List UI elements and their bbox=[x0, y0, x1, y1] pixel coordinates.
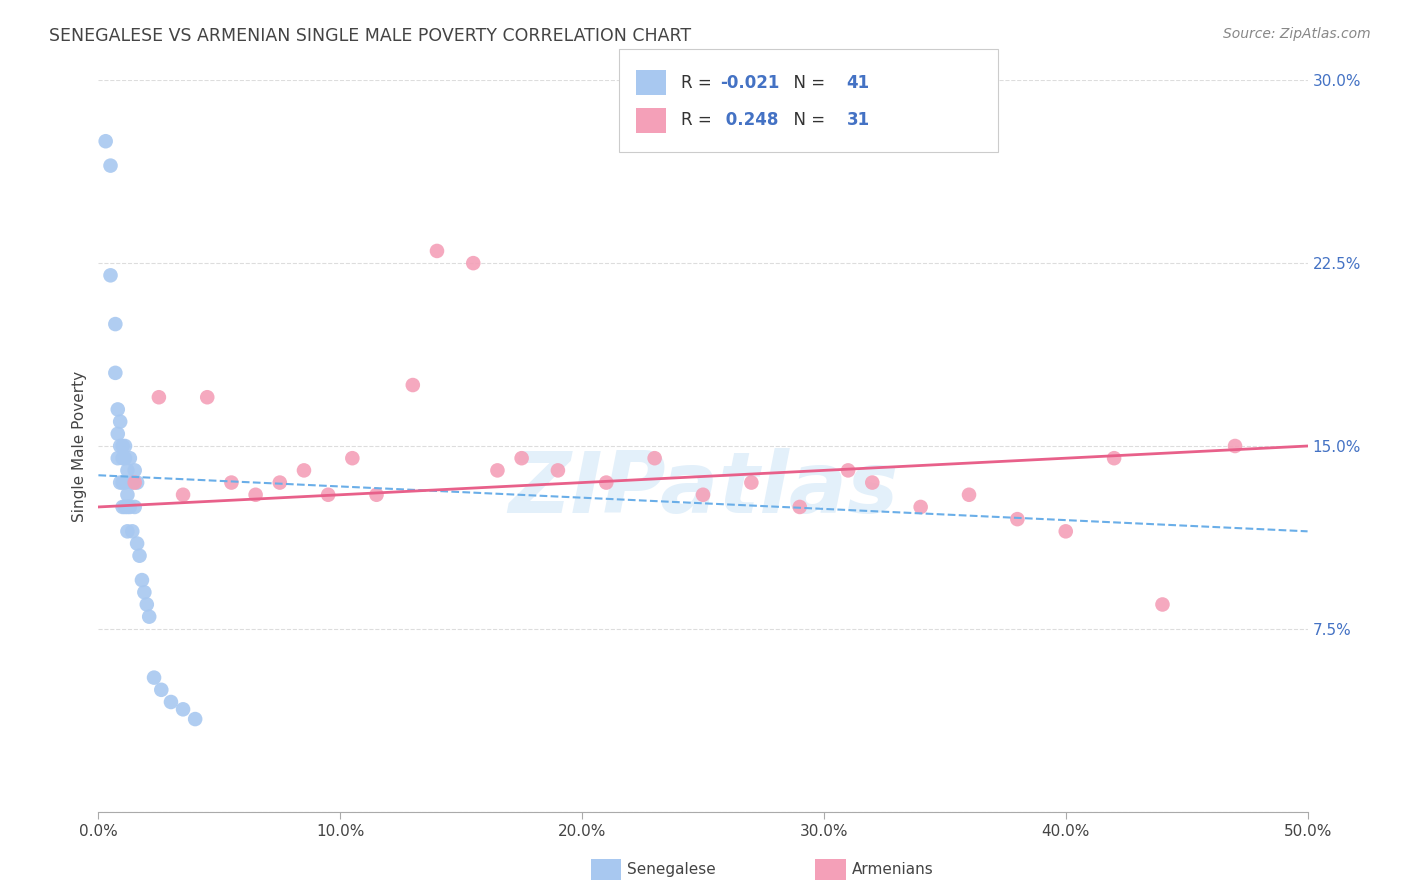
Point bbox=[692, 488, 714, 502]
Text: 0.248: 0.248 bbox=[720, 112, 779, 129]
Point bbox=[118, 500, 141, 514]
Point bbox=[111, 475, 134, 490]
Point bbox=[644, 451, 666, 466]
Text: R =: R = bbox=[681, 74, 717, 92]
Point bbox=[124, 500, 146, 514]
Point bbox=[957, 488, 980, 502]
Point bbox=[292, 463, 315, 477]
Point bbox=[117, 488, 139, 502]
Point bbox=[94, 134, 117, 148]
Point bbox=[128, 549, 150, 563]
Point bbox=[740, 475, 762, 490]
Point bbox=[107, 451, 129, 466]
Text: 31: 31 bbox=[846, 112, 869, 129]
Point bbox=[172, 702, 194, 716]
Point bbox=[111, 439, 134, 453]
Text: Senegalese: Senegalese bbox=[627, 863, 716, 877]
Point bbox=[316, 488, 339, 502]
Point bbox=[127, 475, 149, 490]
Point bbox=[104, 366, 127, 380]
Point bbox=[1007, 512, 1029, 526]
Text: R =: R = bbox=[681, 112, 717, 129]
Point bbox=[426, 244, 449, 258]
Point bbox=[108, 415, 131, 429]
Point bbox=[221, 475, 243, 490]
Point bbox=[148, 390, 170, 404]
Point bbox=[134, 585, 156, 599]
Point bbox=[104, 317, 127, 331]
Point bbox=[114, 500, 136, 514]
Point bbox=[111, 451, 134, 466]
Point bbox=[121, 524, 143, 539]
Point bbox=[184, 712, 207, 726]
Text: ZIPatlas: ZIPatlas bbox=[508, 449, 898, 532]
Point bbox=[547, 463, 569, 477]
Point bbox=[160, 695, 183, 709]
Point bbox=[143, 671, 166, 685]
Point bbox=[124, 463, 146, 477]
Point bbox=[127, 536, 149, 550]
Point bbox=[108, 439, 131, 453]
Point bbox=[100, 159, 122, 173]
Point bbox=[342, 451, 364, 466]
Point bbox=[402, 378, 425, 392]
Point bbox=[124, 475, 146, 490]
Text: Armenians: Armenians bbox=[852, 863, 934, 877]
Point bbox=[100, 268, 122, 283]
Point bbox=[117, 524, 139, 539]
Point bbox=[111, 500, 134, 514]
Point bbox=[107, 426, 129, 441]
Point bbox=[108, 475, 131, 490]
Y-axis label: Single Male Poverty: Single Male Poverty bbox=[72, 370, 87, 522]
Point bbox=[195, 390, 218, 404]
Point bbox=[131, 573, 153, 587]
Point bbox=[117, 500, 139, 514]
Text: N =: N = bbox=[783, 74, 831, 92]
Point bbox=[486, 463, 509, 477]
Text: -0.021: -0.021 bbox=[720, 74, 779, 92]
Text: N =: N = bbox=[783, 112, 831, 129]
Point bbox=[837, 463, 859, 477]
Point bbox=[121, 475, 143, 490]
Text: SENEGALESE VS ARMENIAN SINGLE MALE POVERTY CORRELATION CHART: SENEGALESE VS ARMENIAN SINGLE MALE POVER… bbox=[49, 27, 692, 45]
Point bbox=[366, 488, 388, 502]
Text: Source: ZipAtlas.com: Source: ZipAtlas.com bbox=[1223, 27, 1371, 41]
Point bbox=[114, 451, 136, 466]
Point bbox=[1223, 439, 1246, 453]
Point bbox=[150, 682, 173, 697]
Point bbox=[114, 475, 136, 490]
Point bbox=[114, 439, 136, 453]
Point bbox=[135, 598, 157, 612]
Point bbox=[269, 475, 291, 490]
Point bbox=[1102, 451, 1125, 466]
Point bbox=[118, 451, 141, 466]
Point bbox=[138, 609, 160, 624]
Point bbox=[1054, 524, 1077, 539]
Point bbox=[117, 463, 139, 477]
Point bbox=[463, 256, 485, 270]
Point bbox=[1152, 598, 1174, 612]
Point bbox=[595, 475, 617, 490]
Point bbox=[172, 488, 194, 502]
Point bbox=[860, 475, 883, 490]
Point bbox=[107, 402, 129, 417]
Point bbox=[245, 488, 267, 502]
Point bbox=[910, 500, 932, 514]
Text: 41: 41 bbox=[846, 74, 869, 92]
Point bbox=[789, 500, 811, 514]
Point bbox=[510, 451, 533, 466]
